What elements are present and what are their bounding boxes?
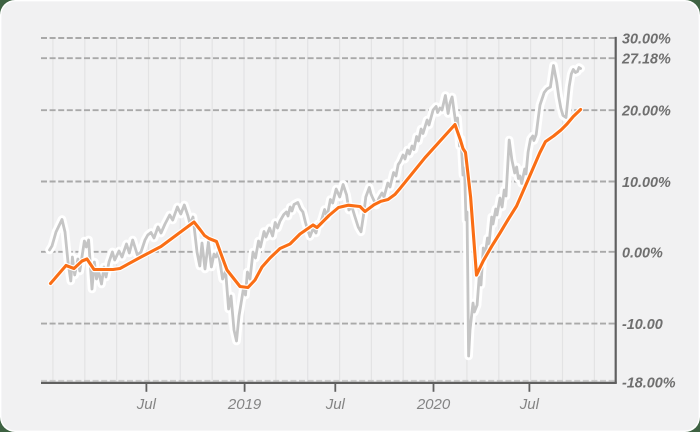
svg-text:10.00%: 10.00% [622,175,671,191]
svg-text:-10.00: -10.00 [622,317,663,333]
svg-text:0.00%: 0.00% [622,245,663,261]
svg-text:27.18%: 27.18% [621,52,671,68]
svg-text:30.00%: 30.00% [622,32,671,48]
svg-text:-18.00%: -18.00% [622,376,676,392]
svg-text:20.00%: 20.00% [621,104,671,120]
svg-text:Jul: Jul [519,396,540,413]
svg-text:Jul: Jul [136,396,157,413]
svg-text:Jul: Jul [325,396,346,413]
svg-text:2019: 2019 [227,396,262,413]
svg-text:2020: 2020 [416,396,451,413]
